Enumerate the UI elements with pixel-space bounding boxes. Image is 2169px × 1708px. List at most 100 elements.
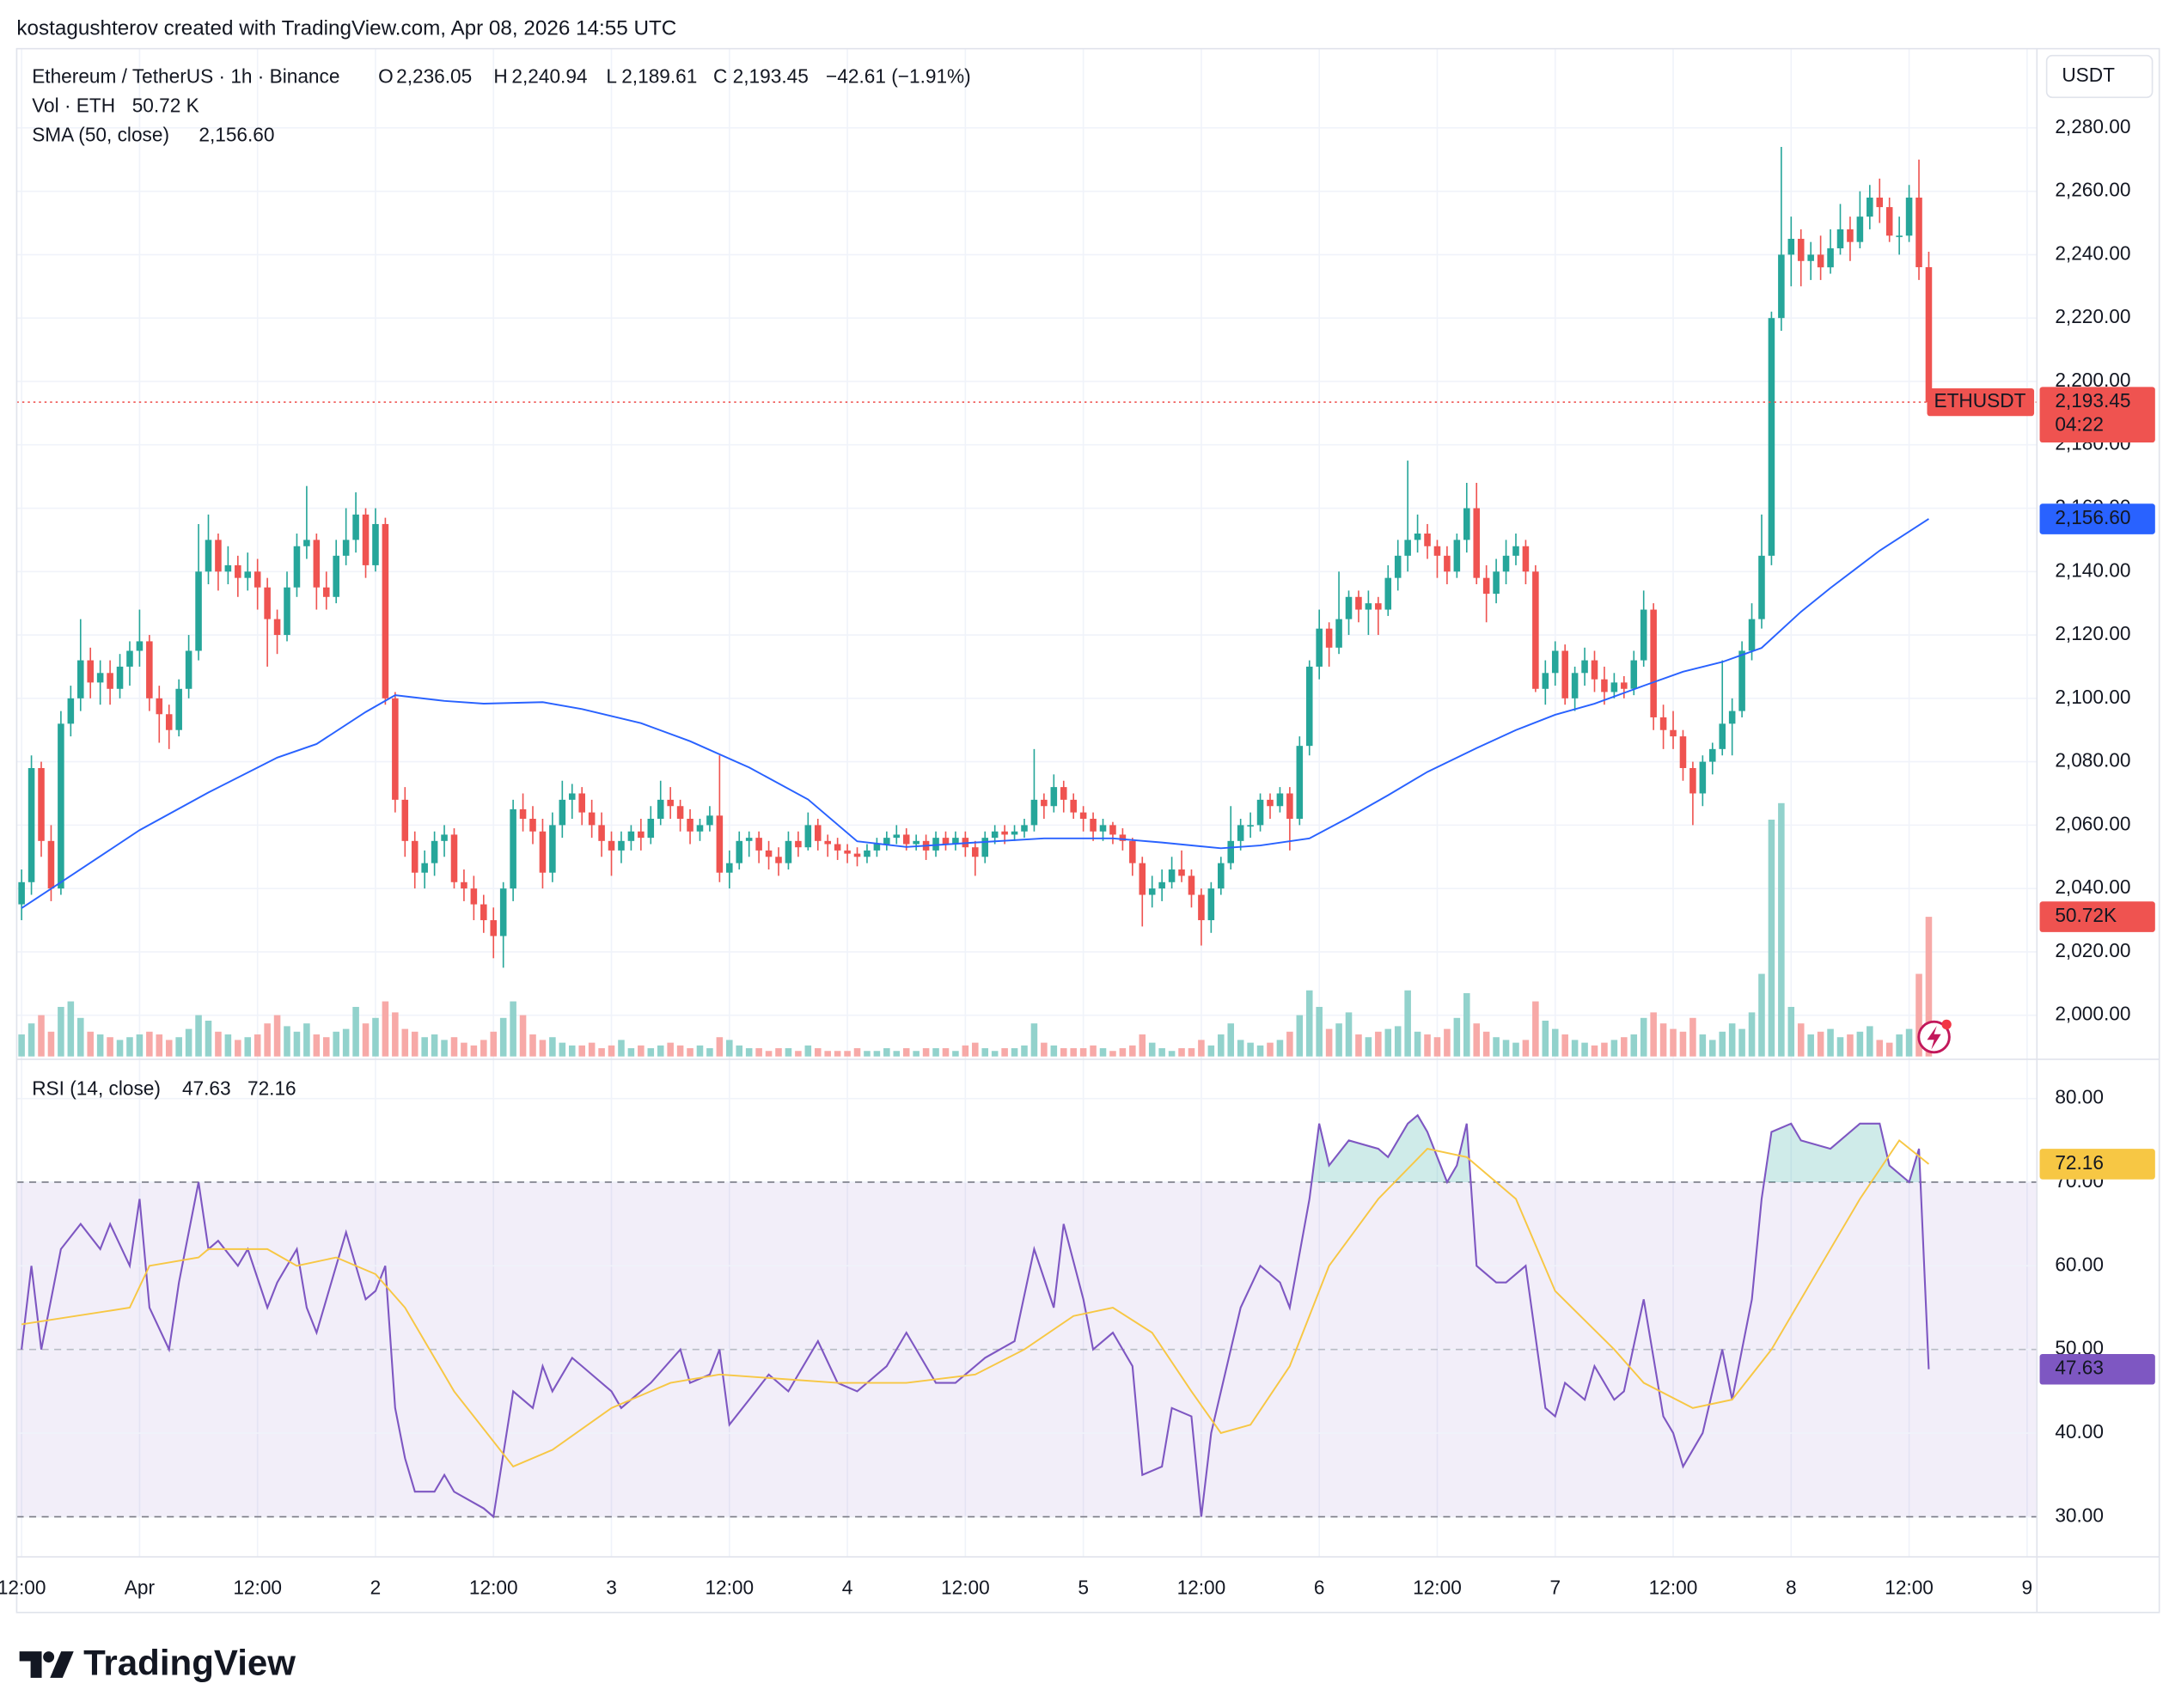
volume-name: Vol · ETH	[32, 95, 115, 117]
candle-body	[608, 840, 615, 851]
volume-bar	[726, 1040, 733, 1057]
volume-bar	[1817, 1031, 1824, 1057]
volume-bar	[864, 1051, 871, 1057]
volume-bar	[962, 1045, 969, 1057]
volume-bar	[195, 1015, 202, 1057]
volume-bar	[1561, 1034, 1568, 1057]
candle-body	[1021, 825, 1028, 832]
volume-bar	[1699, 1034, 1707, 1057]
candle-body	[27, 767, 35, 882]
ohlc-key: H	[493, 65, 507, 88]
candle-body	[1060, 787, 1067, 800]
candle-body	[1148, 888, 1156, 895]
volume-bar	[1719, 1031, 1726, 1057]
y-tick-label: 2,100.00	[2055, 686, 2130, 708]
candle-body	[156, 698, 163, 715]
candle-body	[1335, 619, 1342, 648]
volume-bar	[1856, 1031, 1864, 1057]
volume-bar	[96, 1034, 104, 1057]
volume-bar	[175, 1037, 182, 1057]
volume-bar	[1050, 1045, 1058, 1057]
volume-bar	[67, 1001, 75, 1057]
volume-bar	[873, 1051, 881, 1057]
volume-bar	[981, 1048, 989, 1057]
candle-body	[165, 714, 173, 730]
volume-bar	[1384, 1028, 1392, 1057]
candle-body	[1719, 723, 1726, 749]
candle-body	[1247, 825, 1254, 827]
volume-bar	[1621, 1037, 1628, 1057]
candle-body	[913, 840, 920, 845]
candle-body	[1099, 825, 1107, 832]
candle-body	[1679, 736, 1687, 768]
axis-tag	[2039, 901, 2155, 932]
candle-body	[1139, 863, 1146, 895]
volume-bar	[942, 1048, 950, 1057]
volume-bar	[1286, 1031, 1293, 1057]
candle-body	[1178, 869, 1185, 876]
volume-bar	[991, 1051, 999, 1057]
axis-tag-text: 72.16	[2055, 1151, 2104, 1174]
candle-body	[667, 799, 674, 807]
x-tick-label: 2	[370, 1576, 382, 1598]
volume-bar	[1670, 1028, 1677, 1057]
volume-bar	[657, 1045, 664, 1057]
candle-body	[549, 825, 556, 873]
candle-body	[1305, 666, 1313, 747]
volume-bar	[706, 1048, 713, 1057]
rsi-name: RSI (14, close)	[32, 1077, 161, 1099]
candle-body	[647, 819, 655, 839]
volume-bar	[1247, 1042, 1254, 1057]
candle-body	[1267, 799, 1274, 807]
volume-bar	[902, 1048, 910, 1057]
candle-body	[480, 904, 487, 921]
candle-body	[1129, 840, 1136, 863]
volume-bar	[588, 1042, 596, 1057]
candle-body	[1748, 619, 1756, 651]
candle-body	[1355, 596, 1362, 610]
candle-body	[284, 587, 290, 636]
volume-bar	[1876, 1040, 1884, 1057]
currency-box[interactable]	[2045, 54, 2154, 99]
candle-body	[1768, 318, 1775, 556]
volume-bar	[146, 1031, 153, 1057]
candle-body	[834, 844, 841, 851]
volume-bar	[215, 1031, 222, 1057]
x-tick-label: 12:00	[1885, 1576, 1934, 1598]
x-tick-label: 3	[606, 1576, 617, 1598]
volume-bar	[1748, 1012, 1756, 1057]
y-tick-label: 2,220.00	[2055, 305, 2130, 327]
candle-body	[1797, 238, 1805, 261]
candle-body	[1551, 650, 1559, 674]
alert-icon[interactable]	[1917, 1019, 1952, 1054]
volume-bar	[372, 1017, 379, 1057]
volume-bar	[1601, 1042, 1608, 1057]
candle-body	[1532, 571, 1539, 689]
volume-bar	[893, 1051, 901, 1057]
volume-bar	[1689, 1017, 1696, 1057]
candle-body	[235, 564, 241, 578]
y-tick-label: 2,040.00	[2055, 875, 2130, 898]
volume-bar	[1867, 1026, 1873, 1057]
volume-value: 50.72 K	[132, 95, 199, 117]
sma-value: 2,156.60	[199, 124, 274, 146]
volume-bar	[1444, 1028, 1451, 1057]
candle-body	[1345, 596, 1353, 619]
volume-bar	[1758, 973, 1765, 1057]
candle-body	[67, 698, 75, 724]
volume-bar	[1542, 1020, 1549, 1057]
volume-bar	[1011, 1048, 1018, 1057]
volume-bar	[1041, 1042, 1048, 1057]
candle-body	[293, 546, 301, 588]
candle-body	[618, 840, 625, 851]
candle-body	[1070, 799, 1077, 813]
volume-bar	[1158, 1048, 1165, 1057]
candle-body	[411, 840, 419, 873]
currency: USDT	[2062, 64, 2115, 86]
candle-body	[76, 660, 84, 698]
volume-bar	[1001, 1048, 1008, 1057]
candle-body	[116, 666, 124, 689]
candle-body	[1079, 812, 1087, 820]
volume-bar	[1414, 1031, 1421, 1057]
volume-bar	[1375, 1031, 1382, 1057]
